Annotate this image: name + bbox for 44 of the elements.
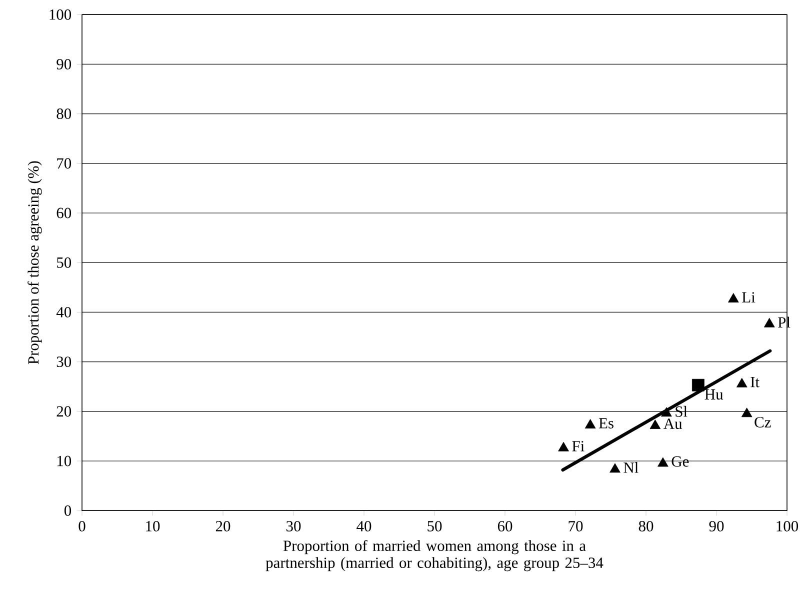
point xyxy=(736,378,748,388)
y-tick-label: 10 xyxy=(57,456,72,466)
x-tick-label: 70 xyxy=(568,520,583,532)
annotation: Fi xyxy=(572,440,584,452)
y-axis-title: Proportion of those agreeing (%) xyxy=(28,161,42,364)
point xyxy=(764,318,775,328)
point xyxy=(692,378,704,392)
y-tick-label: 0 xyxy=(64,505,72,516)
point xyxy=(558,442,569,452)
annotation: Ge xyxy=(672,456,689,467)
y-tick-label: 20 xyxy=(56,406,72,417)
x-tick-label: 10 xyxy=(146,520,160,532)
y-tick-label: 70 xyxy=(57,158,72,169)
x-tick-label: 0 xyxy=(78,520,86,532)
x-tick-label: 50 xyxy=(428,520,442,532)
annotation: Li xyxy=(742,292,756,302)
point xyxy=(661,407,672,417)
x-tick-label: 90 xyxy=(709,520,724,532)
annotation: Hu xyxy=(704,389,724,400)
annotation: It xyxy=(750,376,760,388)
annotation: Es xyxy=(598,418,614,428)
annotation: Au xyxy=(664,418,682,429)
x-tick-label: 40 xyxy=(356,520,372,532)
point xyxy=(728,293,739,302)
x-tick-label: 30 xyxy=(286,520,301,532)
y-tick-label: 50 xyxy=(57,257,72,268)
x-tick-label: 100 xyxy=(776,520,798,532)
point xyxy=(658,457,668,467)
point xyxy=(650,420,661,429)
y-tick-label: 100 xyxy=(50,9,72,20)
point xyxy=(741,408,752,418)
y-tick-label: 90 xyxy=(56,58,72,70)
point xyxy=(610,463,620,473)
annotation: Cz xyxy=(754,417,771,428)
x-tick-label: 80 xyxy=(638,520,654,532)
y-tick-label: 80 xyxy=(56,108,72,120)
x-axis-title: Proportion of married women among those in a partnership (married or cohabiting), age group 25–34 xyxy=(266,540,604,572)
y-tick-label: 40 xyxy=(56,306,72,318)
x-tick-label: 20 xyxy=(216,520,230,532)
point xyxy=(584,419,596,428)
x-tick-label: 60 xyxy=(498,520,512,532)
y-tick-label: 30 xyxy=(56,356,72,368)
y-tick-label: 60 xyxy=(56,208,72,218)
annotation: Nl xyxy=(624,462,638,473)
